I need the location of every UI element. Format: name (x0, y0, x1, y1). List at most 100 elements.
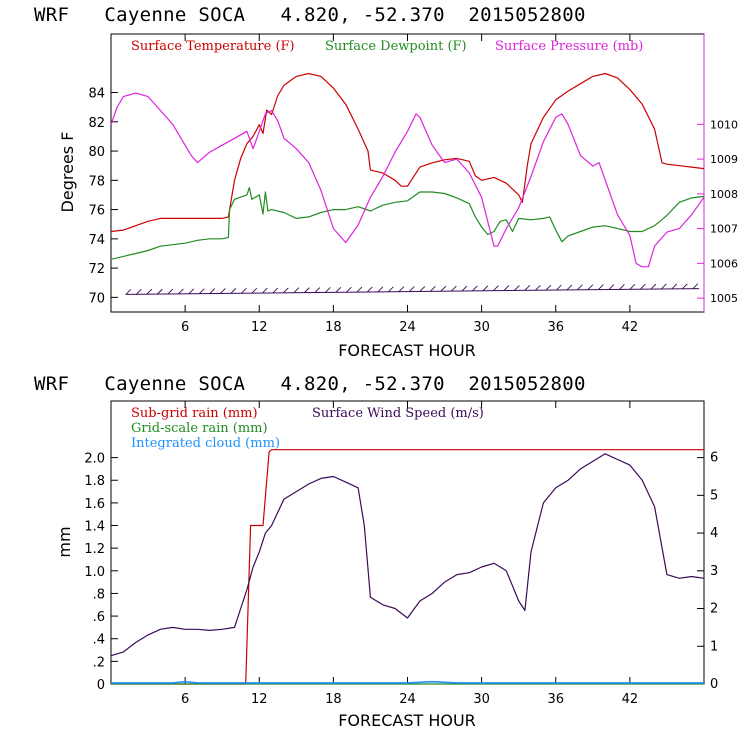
wind-barb (325, 287, 331, 293)
wind-barb (209, 288, 216, 294)
wind-barb (125, 289, 132, 295)
wind-barb (419, 286, 426, 292)
wind-barb (188, 288, 195, 295)
y-tick-label-right: 1010 (710, 118, 738, 131)
x-tick-label: 24 (399, 692, 416, 707)
wind-barb (293, 287, 300, 294)
y-tick-label-left: 78 (88, 174, 105, 189)
legend-sub-grid-rain: Sub-grid rain (mm) (131, 406, 258, 421)
y-tick-label-left: 1.0 (84, 565, 105, 580)
y-tick-label-right: 2 (710, 602, 718, 617)
y-tick-label-right: 1007 (710, 223, 738, 236)
top-x-ticks: 6 12 18 24 30 36 42 (181, 34, 638, 335)
wind-barb (440, 285, 447, 292)
top-plot-frame (110, 33, 705, 313)
y-tick-label-right: 3 (710, 564, 718, 579)
surface-wind-speed-m-s-line (110, 453, 705, 657)
x-tick-label: 36 (547, 692, 564, 707)
y-tick-label-left: .8 (93, 587, 105, 602)
wind-barb (619, 284, 625, 290)
x-tick-label: 42 (622, 320, 639, 335)
y-tick-label-left: 80 (88, 145, 105, 160)
y-tick-label-right: 6 (710, 451, 718, 466)
y-tick-label-right: 0 (710, 677, 718, 692)
legend-surface-temperature: Surface Temperature (F) (131, 39, 295, 54)
wind-barb (377, 286, 384, 293)
wind-barb (671, 283, 678, 290)
wind-barb (503, 285, 510, 291)
wind-barb (346, 286, 352, 293)
wind-barb (556, 284, 562, 291)
bottom-y-ticks-left: 0 .2 .4 .6 .8 1.0 1.2 1.4 1.6 1.8 2.0 (84, 452, 118, 693)
wind-barb (430, 286, 436, 292)
top-x-axis-label: FORECAST HOUR (338, 341, 476, 360)
wind-barb (335, 286, 342, 293)
y-tick-label-left: 70 (88, 291, 105, 306)
y-tick-label-right: 4 (710, 526, 718, 541)
top-y-ticks-right: 1005 1006 1007 1008 1009 1010 (697, 118, 738, 305)
integrated-cloud-mm-line (111, 680, 704, 684)
y-tick-label-left: 84 (88, 87, 105, 102)
y-tick-label-left: 72 (88, 262, 105, 277)
wind-barb (608, 284, 615, 290)
bottom-series-group (110, 449, 705, 685)
y-tick-label-right: 1 (710, 639, 718, 654)
bottom-y-axis-label: mm (55, 526, 74, 557)
y-tick-label-left: 74 (88, 233, 105, 248)
x-tick-label: 12 (251, 692, 268, 707)
wind-barb (587, 284, 594, 291)
wind-barb (241, 287, 247, 294)
wind-barb (577, 284, 583, 291)
y-tick-label-right: 5 (710, 488, 718, 503)
legend-surface-wind-speed: Surface Wind Speed (m/s) (312, 406, 484, 421)
wind-barb (283, 287, 289, 294)
wind-barb (598, 284, 604, 290)
y-tick-label-right: 1006 (710, 257, 738, 270)
surface-pressure-mb-line (110, 92, 705, 268)
sub-grid-rain-mm-line (111, 449, 704, 685)
y-tick-label-left: .2 (93, 655, 105, 670)
y-tick-label-right: 1005 (710, 292, 738, 305)
x-tick-label: 30 (473, 692, 490, 707)
y-tick-label-left: 0 (97, 678, 105, 693)
wind-barb (535, 284, 541, 291)
x-tick-label: 42 (622, 692, 639, 707)
top-legend: Surface Temperature (F) Surface Dewpoint… (131, 39, 643, 54)
wind-barb (262, 287, 268, 294)
y-tick-label-right: 1009 (710, 153, 738, 166)
surface-temperature-f-line (110, 72, 705, 233)
wind-barb (524, 285, 531, 291)
y-tick-label-left: 1.4 (84, 520, 105, 535)
wind-barb (230, 288, 237, 294)
legend-surface-dewpoint: Surface Dewpoint (F) (325, 39, 467, 54)
wind-barb (451, 285, 457, 292)
x-tick-label: 30 (473, 320, 490, 335)
x-tick-label: 6 (181, 692, 189, 707)
precip-wind-panel: WRF Cayenne SOCA 4.820, -52.370 20150528… (34, 373, 718, 730)
y-tick-label-right: 1008 (710, 188, 738, 201)
wind-barb (178, 288, 184, 295)
wind-barb (136, 289, 142, 295)
x-tick-label: 36 (547, 320, 564, 335)
top-y-axis-label: Degrees F (58, 132, 77, 213)
wind-barb (220, 288, 226, 294)
top-panel-title: WRF Cayenne SOCA 4.820, -52.370 20150528… (34, 4, 586, 26)
wind-barb (650, 283, 657, 290)
y-tick-label-left: 1.2 (84, 542, 105, 557)
wind-barb (682, 283, 688, 290)
wind-barb (629, 283, 636, 290)
bottom-legend: Sub-grid rain (mm) Grid-scale rain (mm) … (131, 406, 484, 451)
y-tick-label-left: 2.0 (84, 452, 105, 467)
wind-barb (367, 286, 373, 293)
wind-barb (272, 287, 279, 294)
wind-barb (199, 288, 205, 295)
wind-barb (409, 286, 415, 292)
wind-barb (514, 285, 520, 291)
wind-barb (472, 285, 478, 292)
legend-integrated-cloud: Integrated cloud (mm) (131, 436, 280, 451)
wind-barb (692, 283, 699, 289)
top-series-group (110, 72, 705, 268)
bottom-x-ticks: 6 12 18 24 30 36 42 (181, 401, 638, 707)
y-tick-label-left: 1.6 (84, 497, 105, 512)
